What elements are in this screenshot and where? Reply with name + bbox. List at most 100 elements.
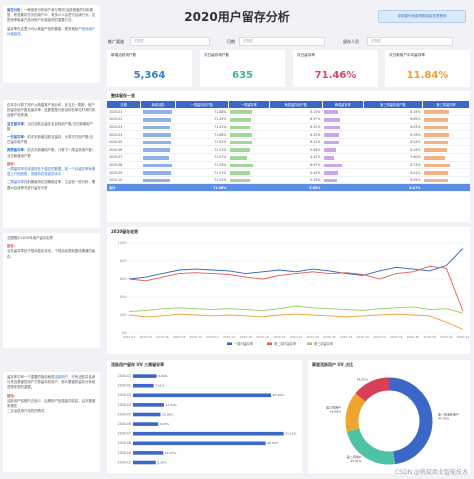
table-column-header[interactable]: 两周留存用户数 (269, 101, 323, 108)
cell-value: 6.32% (310, 124, 321, 129)
cell-data-bar (324, 125, 340, 130)
kpi-title: 新增活跃用户数 (111, 53, 137, 57)
table-cell: 8.19% (363, 108, 423, 117)
bar-category-label: 2020-07 (118, 432, 131, 436)
table-column-header[interactable]: 第三周留存率 (422, 101, 471, 108)
intro-note-link[interactable]: 产品对用户价值高低。 (7, 26, 96, 36)
table-cell: 6.19% (363, 145, 423, 155)
table-row[interactable]: 2020-04 71.68% 6.25% 6.39% (107, 130, 470, 139)
x-tick-label: 2020-08 (173, 335, 186, 339)
date-filter-select[interactable]: 无数据 (239, 37, 325, 46)
table-row[interactable]: 2020-07 71.07% 4.43% 5.60% (107, 153, 470, 162)
total-cell: 5.63% (269, 183, 323, 193)
table-column-header[interactable]: 一周留存用户数 (175, 101, 229, 108)
watermark: CSDN @帆软商业智能技术 (394, 469, 468, 476)
channel-filter-label: 推广渠道 (108, 39, 124, 44)
total-cell (228, 183, 270, 193)
table-row[interactable]: 2020-03 71.42% 6.32% 6.03% (107, 123, 470, 132)
trend-series-line[interactable] (128, 248, 464, 280)
bar-mark[interactable] (133, 441, 266, 446)
cell-value: 71.56% (214, 162, 227, 167)
bar-mark[interactable] (133, 422, 159, 426)
table-cell (140, 115, 176, 124)
bar-value-label: 55.12% (285, 432, 297, 436)
cell-value: 6.29% (410, 178, 421, 183)
cell-value: 71.42% (214, 124, 227, 129)
donut-slice[interactable] (388, 377, 433, 465)
cell-data-bar (324, 110, 339, 114)
cell-data-bar (424, 148, 448, 153)
channel-filter-select[interactable]: 无数据 (130, 37, 210, 46)
table-cell (228, 145, 270, 155)
legend-label[interactable]: 一周内留存率 (234, 341, 254, 346)
bar-mark[interactable] (133, 393, 272, 398)
bar-mark[interactable] (133, 403, 164, 407)
table-row[interactable]: 2020-09 71.51% 5.43% 6.41% (107, 168, 470, 177)
donut-slice[interactable] (346, 428, 396, 465)
trend-series-line[interactable] (128, 305, 464, 314)
bar-mark[interactable] (133, 451, 164, 455)
donut-slice-name: 第二周用户 (347, 454, 362, 459)
table-row[interactable]: 2020-01 71.88% 6.15% 8.19% (107, 108, 470, 117)
trend-series-line[interactable] (128, 265, 464, 312)
x-tick-label: 2020-34 (390, 335, 403, 339)
cell-value: 71.88% (214, 109, 227, 114)
cell-value: 2020-07 (109, 155, 123, 160)
table-column-header[interactable]: 两周留存率 (322, 101, 364, 108)
table-row[interactable]: 2020-08 71.56% 6.97% 6.73% (107, 161, 470, 170)
intro-note-body: 一种用来分析用户参与情况/活跃程度的分析模型，考查最初行为的用户中，有多少人会进… (7, 8, 96, 23)
trend-conclusion-body: 当年留存率处于相对稳定状态，个别活动提高整体渠道的留存。 (7, 249, 96, 259)
bar-category-label: 2020-02 (118, 384, 131, 388)
cell-value: 71.62% (214, 140, 227, 145)
table-cell (140, 145, 176, 155)
table-cell (228, 161, 270, 170)
table-cell (422, 123, 470, 132)
cell-data-bar (324, 148, 337, 153)
bar-mark[interactable] (133, 460, 156, 465)
guide-link-button[interactable]: 详细操作指南请戳链接查看教程 (378, 10, 466, 23)
table-row[interactable]: 2020-02 71.45% 6.37% 6.65% (107, 115, 470, 124)
cell-data-bar (324, 133, 340, 137)
donut-slice[interactable] (345, 393, 366, 432)
table-cell: 71.68% (175, 130, 229, 139)
donut-slice[interactable] (355, 377, 390, 402)
cell-data-bar (424, 118, 449, 122)
x-tick-label: 2020-32 (373, 335, 386, 339)
legend-label[interactable]: 第三周留存率 (314, 341, 334, 346)
table-cell: 71.52% (175, 176, 229, 185)
cell-data-bar (324, 156, 335, 160)
cell-value: 2020-01 (109, 109, 123, 114)
table-cell: 2020-05 (107, 138, 141, 147)
cell-value: 71.51% (214, 170, 227, 175)
legend-label[interactable]: 第二周内留存率 (274, 341, 297, 346)
table-column-header[interactable]: 第三周留存用户数 (363, 101, 423, 108)
trend-series-line[interactable] (128, 313, 464, 330)
table-column-header[interactable]: 一周留存率 (228, 101, 270, 108)
cell-data-bar (230, 140, 252, 145)
operator-filter-select[interactable]: 无数据 (367, 37, 453, 46)
bar-value-label: 11.31% (165, 403, 177, 407)
cell-data-bar (230, 118, 252, 122)
table-column-header[interactable]: 日期 (107, 101, 142, 108)
cell-value: 5.60% (410, 155, 421, 160)
table-cell (228, 176, 270, 185)
cell-data-bar (424, 156, 446, 160)
cell-value: 2020-10 (109, 178, 123, 183)
cell-data-bar (142, 171, 171, 175)
table-column-header[interactable]: 新增活跃 (140, 101, 176, 108)
table-row[interactable]: 2020-06 71.23% 5.64% 6.19% (107, 145, 470, 155)
table-row[interactable]: 2020-10 71.52% 5.32% 6.29% (107, 176, 470, 185)
table-cell (422, 108, 470, 117)
active-user-link[interactable]: 活跃用户 (54, 375, 69, 379)
bar-mark[interactable] (133, 431, 284, 436)
table-row[interactable]: 2020-05 71.62% 6.31% 6.24% (107, 138, 470, 147)
bar-mark[interactable] (133, 374, 157, 378)
y-tick-label: 60% (120, 277, 127, 281)
total-cell (322, 183, 364, 193)
kpi-value: 5,364 (133, 70, 166, 81)
table-cell (322, 176, 364, 185)
channel-conclusion-body: 活跃用户前期只占较少，后期用户加强留存较高，且次渠道来源在 (7, 398, 96, 409)
bar-mark[interactable] (133, 383, 154, 388)
donut-slice-name: 第一周活跃用户 (438, 412, 459, 417)
bar-mark[interactable] (133, 412, 161, 417)
